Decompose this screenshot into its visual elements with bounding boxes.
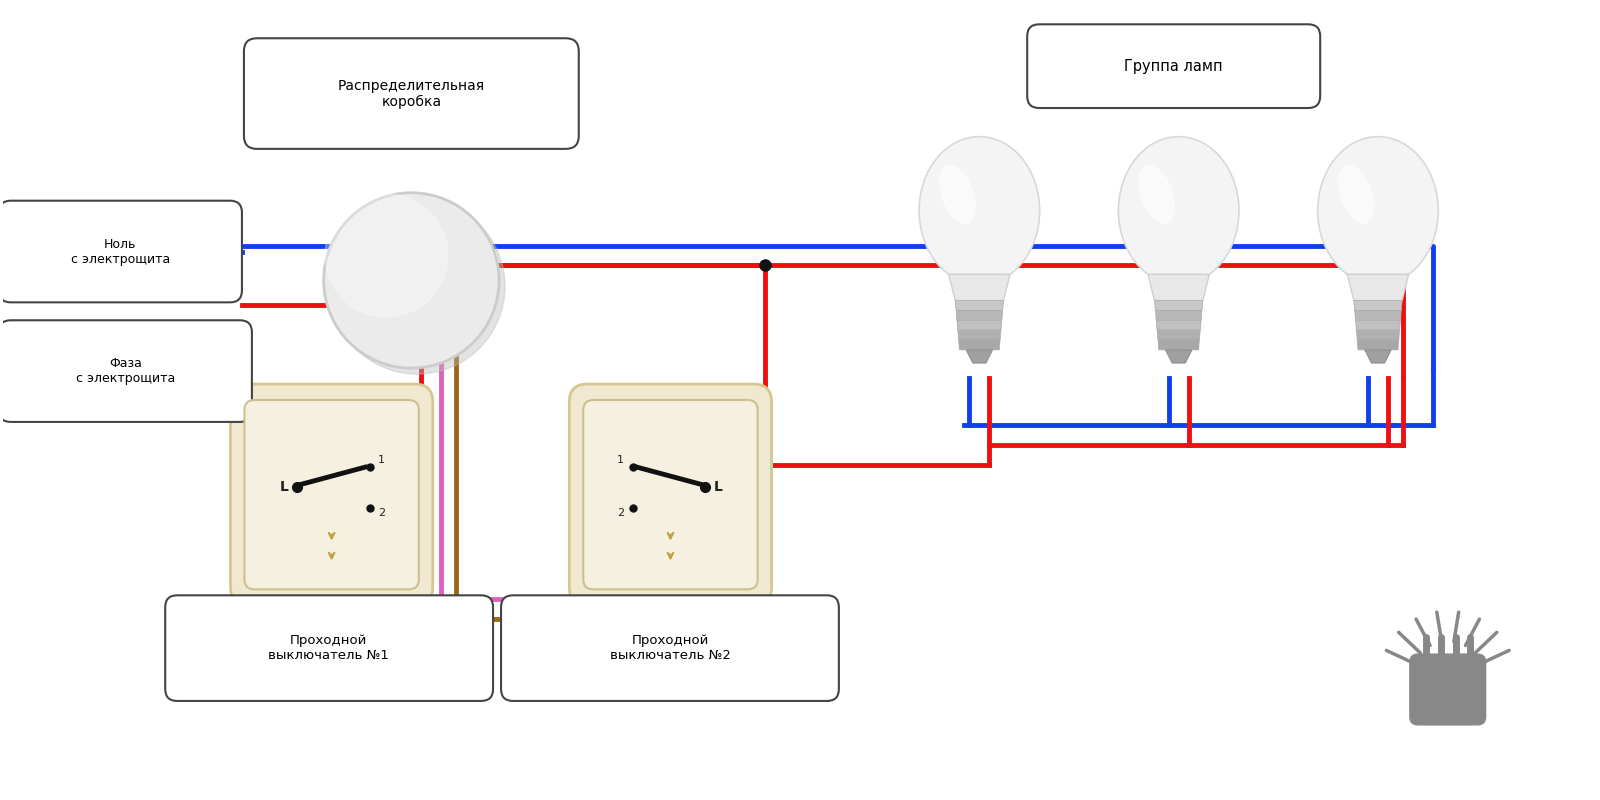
Wedge shape xyxy=(325,194,448,317)
Polygon shape xyxy=(1158,340,1200,350)
Polygon shape xyxy=(1155,310,1202,320)
Ellipse shape xyxy=(1139,166,1174,223)
Polygon shape xyxy=(1157,320,1202,330)
FancyBboxPatch shape xyxy=(501,595,838,701)
Text: Ноль
с электрощита: Ноль с электрощита xyxy=(70,238,170,266)
Polygon shape xyxy=(1157,330,1200,340)
FancyBboxPatch shape xyxy=(570,384,771,606)
Polygon shape xyxy=(1165,350,1192,363)
Text: Проходной
выключатель №2: Проходной выключатель №2 xyxy=(610,634,731,662)
Polygon shape xyxy=(957,320,1002,330)
Text: Проходной
выключатель №1: Проходной выключатель №1 xyxy=(269,634,389,662)
Polygon shape xyxy=(1147,274,1210,301)
Polygon shape xyxy=(1354,301,1402,310)
Polygon shape xyxy=(1357,340,1398,350)
Polygon shape xyxy=(1357,330,1400,340)
Polygon shape xyxy=(958,330,1002,340)
Polygon shape xyxy=(958,340,1000,350)
Polygon shape xyxy=(955,301,1003,310)
Polygon shape xyxy=(1355,320,1400,330)
Polygon shape xyxy=(1355,310,1402,320)
Polygon shape xyxy=(1365,350,1390,363)
Ellipse shape xyxy=(1318,137,1438,285)
FancyBboxPatch shape xyxy=(584,400,758,590)
Polygon shape xyxy=(957,310,1003,320)
Text: 2: 2 xyxy=(378,508,386,518)
Text: 2: 2 xyxy=(618,508,624,518)
Circle shape xyxy=(323,193,499,368)
Ellipse shape xyxy=(1338,166,1374,223)
FancyBboxPatch shape xyxy=(0,201,242,302)
FancyBboxPatch shape xyxy=(245,400,419,590)
Circle shape xyxy=(330,198,506,374)
Text: Распределительная
коробка: Распределительная коробка xyxy=(338,79,485,110)
Text: 1: 1 xyxy=(618,454,624,465)
Polygon shape xyxy=(949,274,1010,301)
FancyBboxPatch shape xyxy=(1410,654,1486,725)
Ellipse shape xyxy=(1118,137,1238,285)
Ellipse shape xyxy=(939,166,974,223)
FancyBboxPatch shape xyxy=(165,595,493,701)
FancyBboxPatch shape xyxy=(1027,24,1320,108)
Text: Фаза
с электрощита: Фаза с электрощита xyxy=(75,357,174,385)
FancyBboxPatch shape xyxy=(230,384,432,606)
Polygon shape xyxy=(1155,301,1203,310)
Polygon shape xyxy=(966,350,992,363)
Text: Группа ламп: Группа ламп xyxy=(1125,58,1222,74)
Text: 1: 1 xyxy=(378,454,386,465)
Polygon shape xyxy=(1347,274,1408,301)
Text: L: L xyxy=(714,480,723,494)
FancyBboxPatch shape xyxy=(243,38,579,149)
Ellipse shape xyxy=(918,137,1040,285)
Text: L: L xyxy=(280,480,288,494)
FancyBboxPatch shape xyxy=(0,320,251,422)
